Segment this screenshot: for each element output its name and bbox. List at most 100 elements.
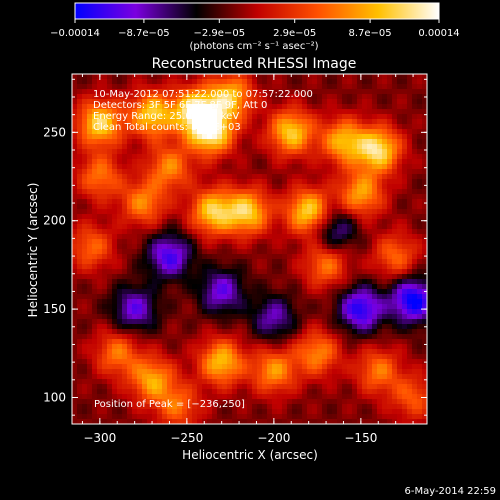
heatmap-cell <box>167 304 172 309</box>
heatmap-cell <box>142 84 147 89</box>
heatmap-cell <box>352 154 357 159</box>
heatmap-cell <box>367 119 372 124</box>
heatmap-cell <box>362 409 367 414</box>
heatmap-cell <box>312 174 317 179</box>
heatmap-cell <box>332 134 337 139</box>
heatmap-cell <box>317 279 322 284</box>
heatmap-cell <box>382 319 387 324</box>
heatmap-cell <box>262 189 267 194</box>
heatmap-cell <box>247 204 252 209</box>
heatmap-cell <box>172 184 177 189</box>
heatmap-cell <box>327 84 332 89</box>
heatmap-cell <box>77 329 82 334</box>
heatmap-cell <box>107 239 112 244</box>
heatmap-cell <box>112 389 117 394</box>
heatmap-cell <box>342 409 347 414</box>
heatmap-cell <box>132 269 137 274</box>
heatmap-cell <box>237 169 242 174</box>
heatmap-cell <box>152 184 157 189</box>
heatmap-cell <box>337 324 342 329</box>
heatmap-cell <box>387 384 392 389</box>
heatmap-cell <box>192 309 197 314</box>
heatmap-cell <box>167 284 172 289</box>
heatmap-cell <box>257 214 262 219</box>
heatmap-cell <box>77 394 82 399</box>
heatmap-cell <box>187 214 192 219</box>
heatmap-cell <box>247 399 252 404</box>
heatmap-cell <box>302 284 307 289</box>
heatmap-cell <box>142 294 147 299</box>
heatmap-cell <box>132 84 137 89</box>
heatmap-cell <box>232 149 237 154</box>
heatmap-cell <box>122 244 127 249</box>
heatmap-cell <box>222 384 227 389</box>
heatmap-cell <box>72 164 77 169</box>
heatmap-cell <box>142 89 147 94</box>
heatmap-cell <box>187 419 192 424</box>
heatmap-cell <box>382 219 387 224</box>
heatmap-cell <box>92 354 97 359</box>
heatmap-cell <box>182 389 187 394</box>
heatmap-cell <box>272 239 277 244</box>
heatmap-cell <box>372 189 377 194</box>
heatmap-cell <box>412 269 417 274</box>
heatmap-cell <box>177 344 182 349</box>
heatmap-cell <box>337 229 342 234</box>
heatmap-cell <box>372 89 377 94</box>
heatmap-cell <box>202 374 207 379</box>
heatmap-cell <box>162 309 167 314</box>
heatmap-cell <box>187 89 192 94</box>
heatmap-cell <box>157 339 162 344</box>
heatmap-cell <box>267 174 272 179</box>
heatmap-cell <box>337 264 342 269</box>
heatmap-cell <box>397 259 402 264</box>
heatmap-cell <box>322 339 327 344</box>
heatmap-cell <box>72 304 77 309</box>
heatmap-cell <box>272 209 277 214</box>
heatmap-cell <box>72 154 77 159</box>
heatmap-cell <box>117 309 122 314</box>
heatmap-cell <box>257 79 262 84</box>
heatmap-cell <box>187 344 192 349</box>
heatmap-cell <box>257 324 262 329</box>
heatmap-cell <box>107 119 112 124</box>
heatmap-cell <box>97 229 102 234</box>
heatmap-cell <box>162 349 167 354</box>
heatmap-cell <box>127 174 132 179</box>
heatmap-cell <box>277 194 282 199</box>
heatmap-cell <box>312 229 317 234</box>
heatmap-cell <box>122 279 127 284</box>
heatmap-cell <box>282 279 287 284</box>
heatmap-cell <box>227 99 232 104</box>
heatmap-cell <box>397 134 402 139</box>
heatmap-cell <box>167 279 172 284</box>
heatmap-cell <box>357 84 362 89</box>
heatmap-cell <box>242 314 247 319</box>
heatmap-cell <box>232 334 237 339</box>
heatmap-cell <box>317 234 322 239</box>
heatmap-cell <box>317 164 322 169</box>
heatmap-cell <box>387 354 392 359</box>
heatmap-cell <box>417 324 422 329</box>
heatmap-cell <box>157 329 162 334</box>
heatmap-cell <box>292 384 297 389</box>
heatmap-cell <box>92 379 97 384</box>
heatmap-cell <box>317 324 322 329</box>
heatmap-cell <box>397 389 402 394</box>
heatmap-cell <box>312 339 317 344</box>
heatmap-cell <box>192 104 197 109</box>
heatmap-cell <box>117 209 122 214</box>
heatmap-cell <box>287 279 292 284</box>
heatmap-cell <box>182 224 187 229</box>
heatmap-cell <box>227 79 232 84</box>
heatmap-cell <box>397 314 402 319</box>
heatmap-cell <box>82 149 87 154</box>
heatmap-cell <box>72 399 77 404</box>
heatmap-cell <box>337 109 342 114</box>
heatmap-cell <box>122 94 127 99</box>
heatmap-cell <box>267 329 272 334</box>
heatmap-cell <box>362 289 367 294</box>
heatmap-cell <box>217 269 222 274</box>
heatmap-cell <box>107 299 112 304</box>
heatmap-cell <box>357 214 362 219</box>
